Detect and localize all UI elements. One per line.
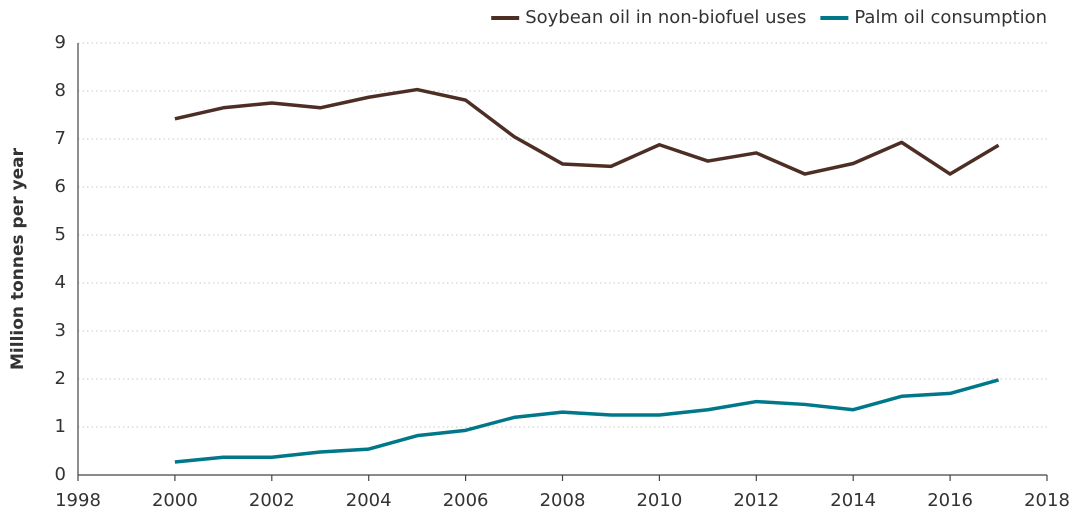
series-line bbox=[174, 378, 1000, 464]
y-tick-label: 9 bbox=[55, 32, 66, 53]
y-tick-label: 3 bbox=[55, 320, 66, 341]
legend-label: Palm oil consumption bbox=[854, 7, 1047, 28]
x-tick-label: 2000 bbox=[152, 490, 198, 511]
x-tick-label: 2006 bbox=[443, 490, 489, 511]
x-tick-label: 2008 bbox=[540, 490, 586, 511]
y-tick-label: 7 bbox=[55, 128, 66, 149]
x-tick-label: 2012 bbox=[733, 490, 779, 511]
x-tick-label: 1998 bbox=[55, 490, 101, 511]
y-tick-label: 6 bbox=[55, 176, 66, 197]
y-tick-label: 2 bbox=[55, 368, 66, 389]
x-tick-label: 2010 bbox=[636, 490, 682, 511]
y-tick-label: 0 bbox=[55, 464, 66, 485]
y-axis-label: Million tonnes per year bbox=[8, 147, 28, 370]
x-tick-label: 2004 bbox=[346, 490, 392, 511]
y-tick-label: 4 bbox=[55, 272, 66, 293]
series-line bbox=[174, 87, 1000, 176]
y-tick-label: 5 bbox=[55, 224, 66, 245]
x-tick-label: 2018 bbox=[1024, 490, 1070, 511]
x-tick-label: 2014 bbox=[830, 490, 876, 511]
y-tick-label: 1 bbox=[55, 416, 66, 437]
x-tick-label: 2002 bbox=[249, 490, 295, 511]
legend-label: Soybean oil in non-biofuel uses bbox=[525, 7, 806, 28]
x-tick-label: 2016 bbox=[927, 490, 973, 511]
y-tick-label: 8 bbox=[55, 80, 66, 101]
